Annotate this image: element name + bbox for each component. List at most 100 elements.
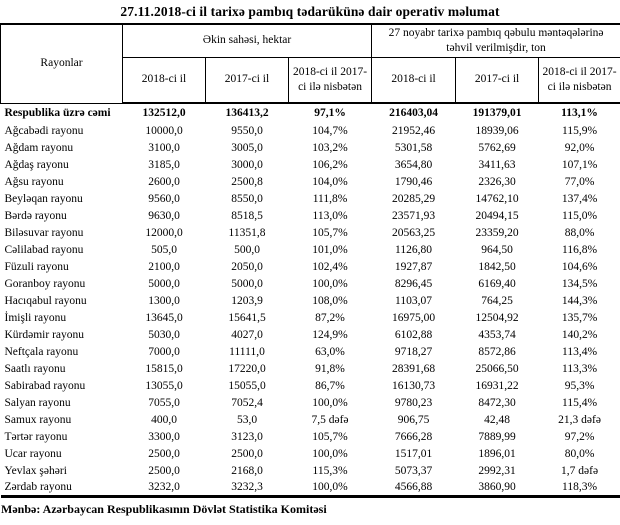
table-row: Yevlax şəhəri 2500,0 2168,0 115,3% 5073,37 29… xyxy=(1,462,620,479)
value-cell: 7889,99 xyxy=(478,430,516,443)
district-name-cell: Ağdam rayonu xyxy=(4,141,74,154)
value-cell: 2168,0 xyxy=(231,464,263,477)
value-cell: 3123,0 xyxy=(231,430,263,443)
table-row: Ağdaş rayonu 3185,0 3000,0 106,2% 3654,80 341… xyxy=(1,156,620,173)
value-cell: 107,1% xyxy=(561,158,598,171)
value-cell: 53,0 xyxy=(236,413,258,426)
value-cell: 13055,0 xyxy=(145,379,183,392)
value-cell: 216403,04 xyxy=(389,107,438,119)
value-cell: 108,0% xyxy=(312,294,348,307)
value-cell: 104,7% xyxy=(312,124,348,137)
value-cell: 91,8% xyxy=(315,362,345,375)
value-cell: 3232,3 xyxy=(231,480,263,493)
value-cell: 2500,0 xyxy=(148,447,180,460)
value-cell: 106,2% xyxy=(312,158,348,171)
value-cell: 135,7% xyxy=(561,311,598,324)
district-name-cell: Samux rayonu xyxy=(4,413,72,426)
value-cell: 115,4% xyxy=(562,396,598,409)
value-cell: 20563,25 xyxy=(391,226,436,239)
subheader-delivered-2018: 2018-ci il xyxy=(371,56,457,104)
district-name-cell: Respublika üzrə cəmi xyxy=(4,106,111,119)
value-cell: 9630,0 xyxy=(148,209,180,222)
value-cell: 21952,46 xyxy=(391,124,436,137)
value-cell: 9560,0 xyxy=(148,192,180,205)
value-cell: 124,9% xyxy=(312,328,348,341)
value-cell: 140,2% xyxy=(561,328,598,341)
value-cell: 5000,0 xyxy=(148,277,180,290)
value-cell: 6169,40 xyxy=(478,277,516,290)
value-cell: 5301,58 xyxy=(394,141,433,154)
value-cell: 113,1% xyxy=(561,107,598,119)
value-cell: 20285,29 xyxy=(391,192,436,205)
value-cell: 23571,93 xyxy=(391,209,436,222)
value-cell: 97,2% xyxy=(564,430,595,443)
value-cell: 28391,68 xyxy=(391,362,436,375)
value-cell: 16931,22 xyxy=(475,379,519,392)
value-cell: 15815,0 xyxy=(145,362,183,375)
value-cell: 21,3 dəfə xyxy=(558,413,601,426)
value-cell: 400,0 xyxy=(151,413,177,426)
district-name-cell: Yevlax şəhəri xyxy=(4,464,67,477)
table-body: Respublika üzrə cəmi 132512,0 136413,2 97,1… xyxy=(1,103,620,496)
value-cell: 113,0% xyxy=(312,209,348,222)
value-cell: 104,6% xyxy=(561,260,598,273)
value-cell: 10000,0 xyxy=(145,124,183,137)
value-cell: 12000,0 xyxy=(145,226,183,239)
value-cell: 8296,45 xyxy=(394,277,433,290)
table-row: Zərdab rayonu 3232,0 3232,3 100,0% 4566,88 38… xyxy=(1,479,620,496)
value-cell: 103,2% xyxy=(312,141,348,154)
table-row: Cəlilabad rayonu 505,0 500,0 101,0% 1126,80 9… xyxy=(1,241,620,258)
district-name-cell: Sabirabad rayonu xyxy=(4,379,86,392)
value-cell: 111,8% xyxy=(312,192,348,205)
value-cell: 5030,0 xyxy=(148,328,180,341)
value-cell: 4566,88 xyxy=(394,480,433,493)
value-cell: 8572,86 xyxy=(478,345,516,358)
column-group-sown-area: Əkin sahəsi, hektar xyxy=(121,23,373,58)
value-cell: 113,3% xyxy=(562,362,598,375)
value-cell: 7,5 dəfə xyxy=(311,413,349,426)
table-row: Sabirabad rayonu 13055,0 15055,0 86,7% 16130… xyxy=(1,377,620,394)
value-cell: 14762,10 xyxy=(475,192,519,205)
value-cell: 116,8% xyxy=(562,243,598,256)
value-cell: 3411,63 xyxy=(478,158,516,171)
district-name-cell: Biləsuvar rayonu xyxy=(4,226,84,239)
district-name-cell: Ağdaş rayonu xyxy=(4,158,69,171)
value-cell: 105,7% xyxy=(312,226,348,239)
value-cell: 764,25 xyxy=(481,294,513,307)
value-cell: 3654,80 xyxy=(394,158,433,171)
value-cell: 6102,88 xyxy=(394,328,433,341)
district-name-cell: Bərdə rayonu xyxy=(4,209,67,222)
value-cell: 77,0% xyxy=(564,175,595,188)
sub-header-row: 2018-ci il 2017-ci il 2018-ci il 2017-ci… xyxy=(1,56,620,104)
total-row: Respublika üzrə cəmi 132512,0 136413,2 97,1… xyxy=(1,103,620,122)
value-cell: 11351,8 xyxy=(228,226,266,239)
table-row: Neftçala rayonu 7000,0 11111,0 63,0% 9718,27… xyxy=(1,343,620,360)
value-cell: 2500,8 xyxy=(231,175,263,188)
value-cell: 16975,00 xyxy=(391,311,436,324)
value-cell: 18939,06 xyxy=(475,124,519,137)
value-cell: 1790,46 xyxy=(394,175,433,188)
value-cell: 4027,0 xyxy=(231,328,263,341)
district-name-cell: Beyləqan rayonu xyxy=(4,192,83,205)
district-name-cell: Hacıqabul rayonu xyxy=(4,294,87,307)
value-cell: 8550,0 xyxy=(231,192,263,205)
value-cell: 7000,0 xyxy=(148,345,180,358)
table-row: Kürdəmir rayonu 5030,0 4027,0 124,9% 6102,88… xyxy=(1,326,620,343)
district-name-cell: Ucar rayonu xyxy=(4,447,62,460)
value-cell: 15055,0 xyxy=(228,379,266,392)
value-cell: 2100,0 xyxy=(148,260,180,273)
value-cell: 63,0% xyxy=(315,345,345,358)
value-cell: 88,0% xyxy=(564,226,595,239)
value-cell: 92,0% xyxy=(564,141,595,154)
value-cell: 5073,37 xyxy=(394,464,433,477)
value-cell: 8472,30 xyxy=(478,396,516,409)
value-cell: 906,75 xyxy=(397,413,430,426)
value-cell: 3300,0 xyxy=(148,430,180,443)
value-cell: 191379,01 xyxy=(472,107,522,119)
district-name-cell: Ağcabədi rayonu xyxy=(4,124,84,137)
value-cell: 115,3% xyxy=(312,464,348,477)
value-cell: 5762,69 xyxy=(478,141,516,154)
source-note: Mənbə: Azərbaycan Respublikasının Dövlət… xyxy=(1,501,327,516)
value-cell: 144,3% xyxy=(561,294,598,307)
